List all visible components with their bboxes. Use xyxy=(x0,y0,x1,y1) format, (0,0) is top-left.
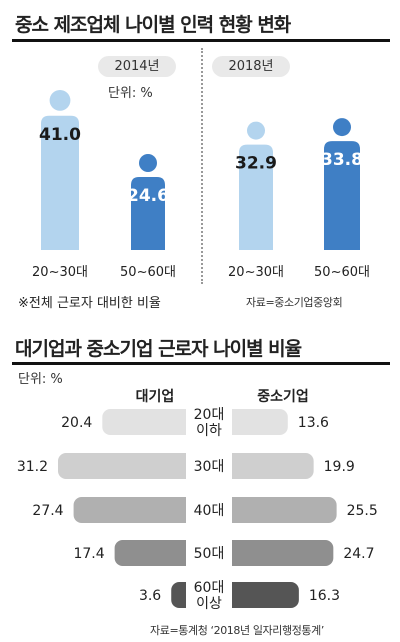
value-label-smes-3: 24.7 xyxy=(343,546,374,562)
category-mask-1 xyxy=(186,451,232,481)
panel-divider xyxy=(201,48,203,284)
category-mask-2 xyxy=(186,495,232,525)
people-chart: 41.0 20~30대 24.6 50~60대 32.9 20~30대 33.8 50~60대 xyxy=(32,90,370,280)
value-label-2014년-50~60대: 24.6 xyxy=(127,186,169,206)
unit-label-top: 단위: % xyxy=(108,86,153,101)
chart1-note: ※전체 근로자 대비한 비율 xyxy=(18,296,161,311)
person-body-2018년-50~60대 xyxy=(324,141,360,250)
age-category-label-0: 20대 이하 xyxy=(194,407,225,439)
value-label-large-firms-2: 27.4 xyxy=(32,503,63,519)
value-label-smes-2: 25.5 xyxy=(347,503,378,519)
age-category-line-4-0: 60대 xyxy=(194,580,225,596)
age-category-line-1-0: 30대 xyxy=(194,459,225,475)
person-head-2014년-50~60대 xyxy=(139,154,157,172)
chart1-source: 자료=중소기업중앙회 xyxy=(246,296,343,309)
chart1-title: 중소 제조업체 나이별 인력 현황 변화 xyxy=(15,14,291,36)
category-mask-3 xyxy=(186,538,232,568)
bar-large-firms-1 xyxy=(58,453,194,479)
bar-smes-1 xyxy=(224,453,314,479)
person-body-2014년-50~60대 xyxy=(131,177,165,250)
bar-smes-4 xyxy=(224,582,299,608)
bar-large-firms-3 xyxy=(114,540,194,566)
age-category-line-0-1: 이하 xyxy=(196,423,222,439)
chart2-source: 자료=통계청 ‘2018년 일자리행정통계’ xyxy=(150,624,324,637)
age-category-label-4: 60대 이상 xyxy=(194,580,225,612)
value-label-large-firms-4: 3.6 xyxy=(139,588,161,604)
value-label-smes-4: 16.3 xyxy=(309,588,340,604)
column-header-smes: 중소기업 xyxy=(257,389,309,405)
person-head-2014년-20~30대 xyxy=(49,90,71,111)
title-rule-2 xyxy=(12,362,390,365)
value-label-large-firms-3: 17.4 xyxy=(73,546,104,562)
bar-smes-2 xyxy=(224,497,337,523)
age-category-line-2-0: 40대 xyxy=(194,503,225,519)
bar-smes-0 xyxy=(224,409,288,435)
bar-large-firms-0 xyxy=(102,409,194,435)
category-label-2018년-50~60대: 50~60대 xyxy=(314,265,370,280)
category-label-2018년-20~30대: 20~30대 xyxy=(228,265,284,280)
person-body-2018년-20~30대 xyxy=(239,144,273,250)
unit-label-bottom: 단위: % xyxy=(18,372,63,387)
bar-smes-3 xyxy=(224,540,334,566)
category-label-2014년-50~60대: 50~60대 xyxy=(120,265,176,280)
age-category-label-3: 50대 xyxy=(194,546,225,562)
age-category-label-2: 40대 xyxy=(194,503,225,519)
bar-large-firms-2 xyxy=(73,497,194,523)
column-header-large-firms: 대기업 xyxy=(135,389,175,405)
person-head-2018년-20~30대 xyxy=(247,121,265,140)
person-head-2018년-50~60대 xyxy=(333,118,351,137)
value-label-large-firms-0: 20.4 xyxy=(61,415,92,431)
year-badge-2014: 2014년 xyxy=(98,56,176,77)
value-label-large-firms-1: 31.2 xyxy=(17,459,48,475)
age-category-line-0-0: 20대 xyxy=(194,407,225,423)
age-category-line-4-1: 이상 xyxy=(196,596,222,612)
year-badge-2018: 2018년 xyxy=(212,56,290,77)
value-label-2018년-20~30대: 32.9 xyxy=(235,154,277,174)
value-label-2014년-20~30대: 41.0 xyxy=(39,125,81,145)
value-label-smes-0: 13.6 xyxy=(298,415,329,431)
age-category-line-3-0: 50대 xyxy=(194,546,225,562)
category-label-2014년-20~30대: 20~30대 xyxy=(32,265,88,280)
value-label-smes-1: 19.9 xyxy=(324,459,355,475)
person-body-2014년-20~30대 xyxy=(41,115,79,250)
chart2-title: 대기업과 중소기업 근로자 나이별 비율 xyxy=(15,338,302,360)
age-category-label-1: 30대 xyxy=(194,459,225,475)
value-label-2018년-50~60대: 33.8 xyxy=(321,150,363,170)
title-rule xyxy=(12,39,390,42)
category-mask-0 xyxy=(186,407,232,437)
category-mask-4 xyxy=(186,580,232,610)
